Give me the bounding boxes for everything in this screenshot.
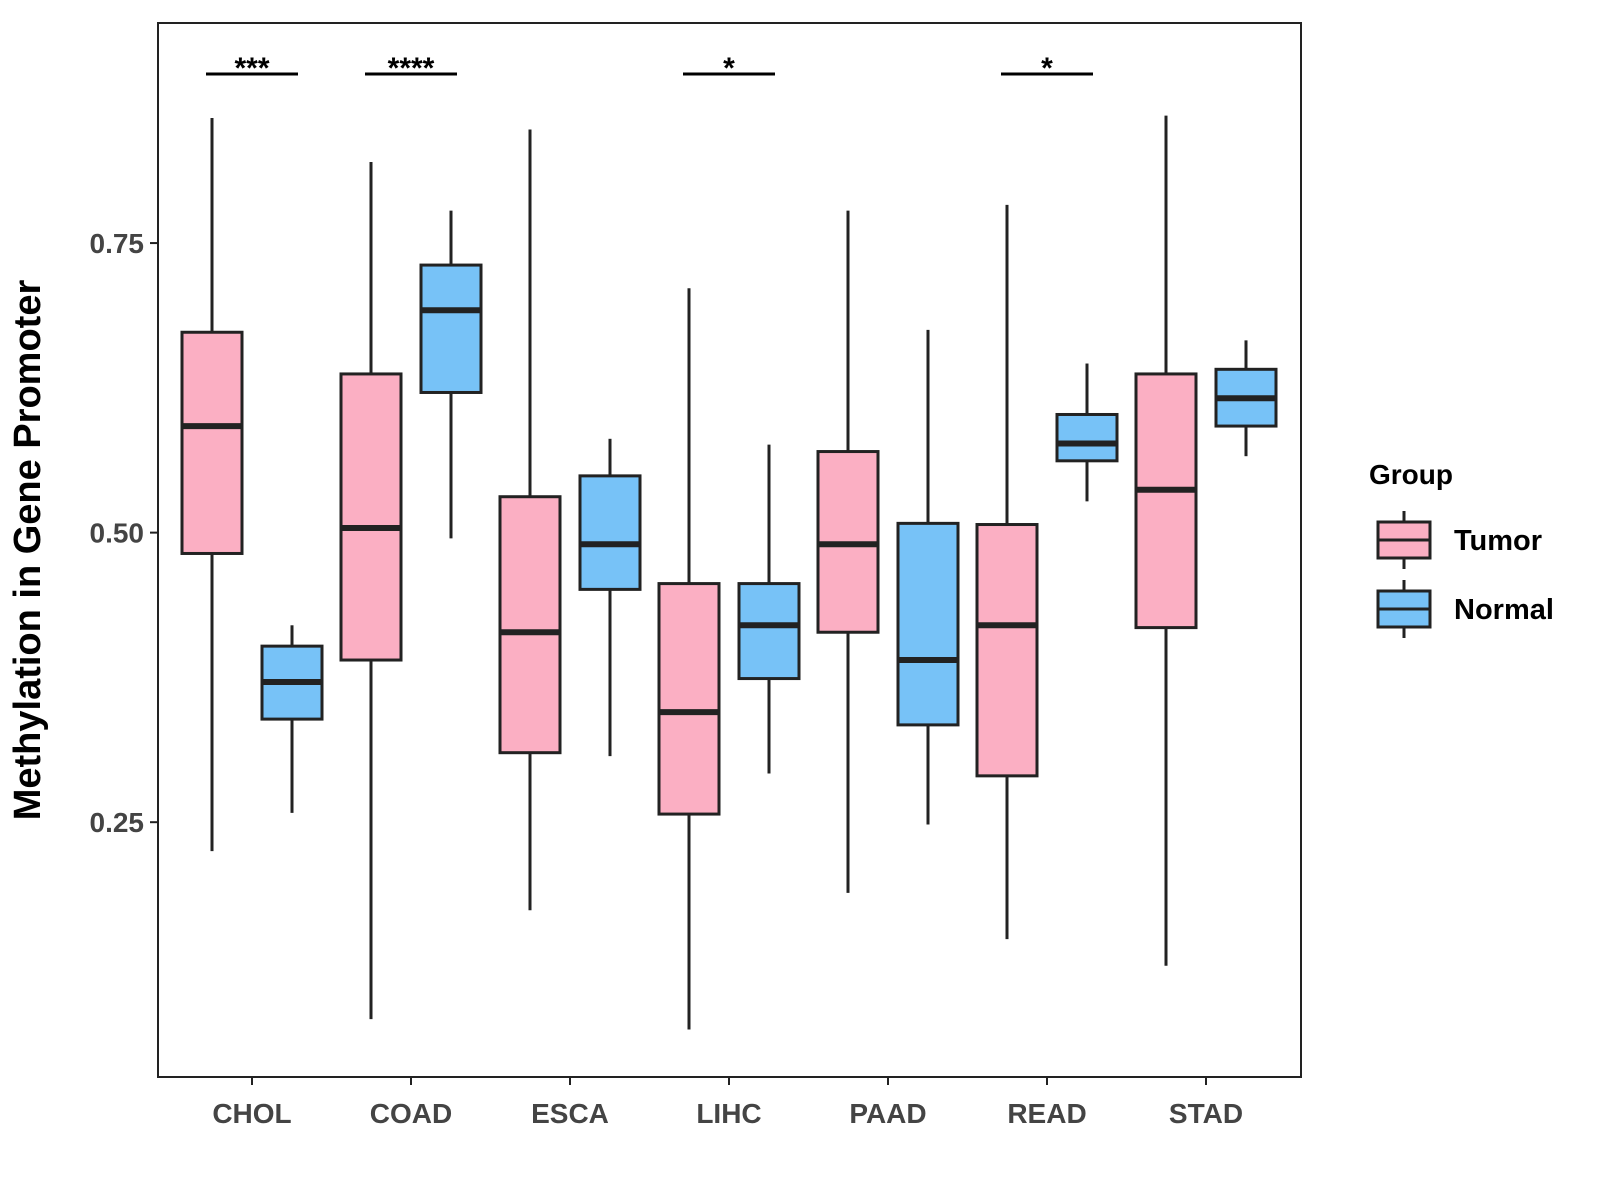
significance-label: *	[723, 52, 735, 85]
boxes	[180, 115, 1278, 1030]
box-normal-stad	[1214, 340, 1278, 457]
box-iqr	[419, 263, 483, 394]
box-normal-esca	[578, 438, 642, 757]
box-tumor-coad	[339, 161, 403, 1020]
box-tumor-paad	[816, 210, 880, 893]
significance-label: *	[1041, 52, 1053, 85]
legend: Group Tumor Normal	[1369, 459, 1554, 638]
box-tumor-stad	[1134, 115, 1198, 966]
box-normal-coad	[419, 210, 483, 539]
box-iqr	[657, 582, 721, 816]
box-tumor-esca	[498, 129, 562, 911]
legend-title: Group	[1369, 459, 1453, 490]
legend-label: Normal	[1454, 594, 1554, 626]
y-tick-label: 0.25	[90, 807, 145, 838]
x-tick-label: ESCA	[531, 1098, 609, 1129]
box-normal-read	[1055, 363, 1119, 502]
x-tick-label: COAD	[370, 1098, 452, 1129]
box-iqr	[737, 582, 801, 681]
legend-label: Tumor	[1454, 525, 1542, 557]
axes: 0.25 0.50 0.75 CHOL COAD ESCA LIHC PAAD READ STAD	[90, 228, 1244, 1129]
x-tick-label: LIHC	[696, 1098, 761, 1129]
box-normal-lihc	[737, 444, 801, 774]
significance-label: ****	[388, 52, 435, 85]
y-axis-title: Methylation in Gene Promoter	[7, 280, 49, 821]
box-normal-chol	[260, 625, 324, 813]
box-tumor-chol	[180, 117, 244, 852]
box-iqr	[498, 495, 562, 755]
x-tick-label: CHOL	[212, 1098, 291, 1129]
significance-annotations: *** **** * *	[206, 52, 1093, 85]
box-tumor-lihc	[657, 288, 721, 1030]
x-tick-label: STAD	[1169, 1098, 1243, 1129]
box-iqr	[1055, 412, 1119, 463]
y-tick-label: 0.75	[90, 228, 145, 259]
significance-label: ***	[234, 52, 269, 85]
x-tick-label: PAAD	[849, 1098, 926, 1129]
legend-item-tumor: Tumor	[1376, 511, 1542, 569]
box-iqr	[578, 474, 642, 591]
plot-panel	[157, 22, 1302, 1078]
box-iqr	[339, 372, 403, 662]
box-iqr	[975, 523, 1039, 778]
box-normal-paad	[896, 329, 960, 825]
box-iqr	[1134, 372, 1198, 630]
box-iqr	[180, 330, 244, 555]
box-iqr	[896, 521, 960, 727]
box-tumor-read	[975, 204, 1039, 940]
y-tick-label: 0.50	[90, 518, 145, 549]
legend-item-normal: Normal	[1376, 580, 1554, 638]
x-tick-label: READ	[1007, 1098, 1086, 1129]
